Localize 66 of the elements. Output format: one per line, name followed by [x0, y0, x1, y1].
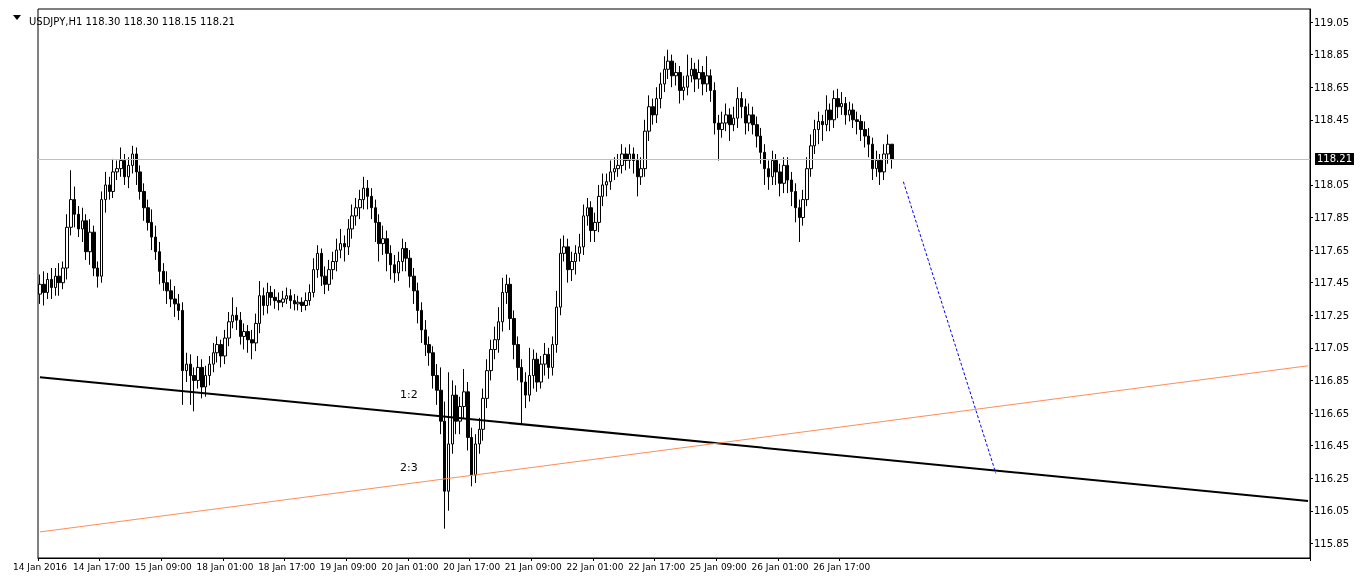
candlestick — [300, 296, 304, 313]
candlestick — [266, 282, 269, 315]
candlestick — [670, 54, 674, 88]
candlestick — [289, 288, 292, 310]
candlestick — [736, 86, 739, 129]
y-tick-label: 118.45 — [1314, 114, 1349, 126]
x-tick-label: 26 Jan 01:00 — [751, 561, 809, 572]
candlestick — [293, 293, 296, 311]
candlestick — [771, 150, 774, 186]
candlestick — [782, 156, 786, 194]
y-tick-label: 117.25 — [1314, 309, 1349, 321]
candlestick — [111, 158, 115, 199]
candlestick — [747, 102, 751, 132]
y-tick-label: 117.45 — [1314, 277, 1349, 289]
y-tick-label: 116.65 — [1314, 407, 1349, 419]
candlestick — [832, 89, 836, 129]
y-tick-label: 115.85 — [1314, 537, 1349, 549]
candlestick — [535, 352, 539, 393]
x-tick-label: 14 Jan 17:00 — [73, 561, 131, 572]
x-tick-label: 25 Jan 09:00 — [689, 561, 748, 572]
candlestick — [239, 311, 242, 346]
x-tick-label: 22 Jan 17:00 — [628, 561, 686, 572]
x-tick-label: 21 Jan 09:00 — [504, 561, 563, 572]
annotation: 1:2 — [400, 388, 418, 401]
candlestick — [57, 262, 61, 297]
y-tick-label: 116.85 — [1314, 374, 1349, 386]
candlestick — [628, 143, 631, 170]
candlestick — [693, 62, 697, 93]
y-tick-label: 118.65 — [1314, 81, 1349, 93]
candlestick — [54, 267, 57, 297]
candlestick — [273, 288, 277, 310]
y-tick-label: 117.05 — [1314, 342, 1349, 354]
y-tick-label: 116.25 — [1314, 472, 1349, 484]
x-tick-label: 18 Jan 17:00 — [258, 561, 316, 572]
candlestick — [42, 270, 46, 306]
candlestick — [296, 295, 300, 311]
y-tick-label: 118.85 — [1314, 49, 1349, 61]
candlestick — [277, 291, 281, 311]
y-tick-label: 116.45 — [1314, 440, 1349, 452]
x-tick-label: 19 Jan 09:00 — [319, 561, 378, 572]
x-tick-label: 20 Jan 01:00 — [381, 561, 439, 572]
candlestick — [624, 146, 628, 171]
ref-line-label: 118.21 — [1317, 153, 1352, 165]
x-tick-label: 15 Jan 09:00 — [134, 561, 193, 572]
candlestick — [285, 287, 288, 305]
x-tick-label: 22 Jan 01:00 — [566, 561, 624, 572]
candlestick — [686, 54, 689, 96]
candlestick — [589, 200, 593, 243]
candlestick — [566, 238, 570, 284]
x-tick-label: 14 Jan 2016 — [12, 561, 68, 572]
candlestick — [50, 267, 53, 300]
y-tick-label: 116.05 — [1314, 505, 1349, 517]
x-tick-label: 20 Jan 17:00 — [443, 561, 501, 572]
candlestick — [844, 96, 847, 126]
text: USDJPY,H1 118.30 118.30 118.15 118.21 — [29, 15, 235, 27]
annotation: 2:3 — [400, 461, 418, 474]
candlestick — [678, 65, 682, 104]
candlestick — [728, 107, 732, 142]
y-tick-label: 118.05 — [1314, 179, 1349, 191]
candlestick — [281, 290, 285, 308]
x-tick-label: 18 Jan 01:00 — [196, 561, 254, 572]
y-tick-label: 119.05 — [1314, 16, 1349, 28]
x-tick-label: 26 Jan 17:00 — [813, 561, 871, 572]
candlestick — [620, 143, 624, 175]
y-tick-label: 117.85 — [1314, 212, 1349, 224]
y-tick-label: 117.65 — [1314, 244, 1349, 256]
